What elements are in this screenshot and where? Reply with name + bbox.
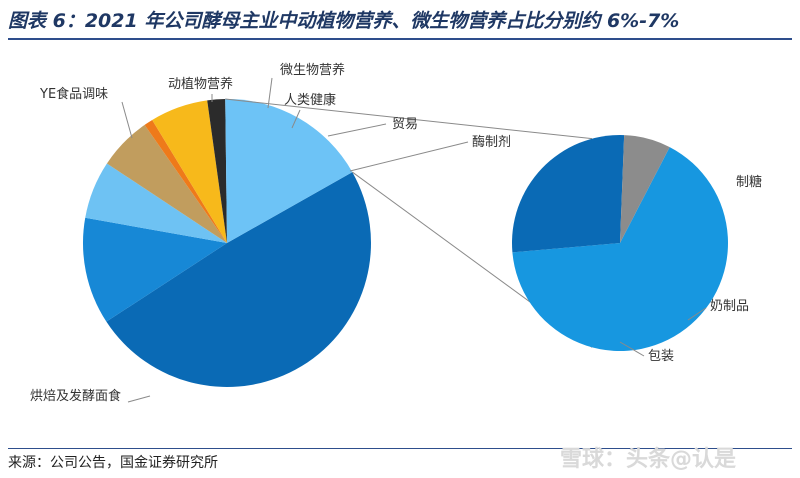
leader-lines bbox=[121, 77, 707, 403]
main-pie-slice-7 bbox=[225, 98, 353, 243]
chart-title: 图表 6：2021 年公司酵母主业中动植物营养、微生物营养占比分别约 6%-7% bbox=[8, 10, 680, 32]
main-pie-slice-1 bbox=[82, 217, 228, 322]
label-sugar: 制糖 bbox=[736, 174, 762, 190]
label-ye-seasoning: YE食品调味 bbox=[39, 86, 108, 102]
label-animal-plant-nutrition: 动植物营养 bbox=[168, 76, 233, 92]
source-note: 来源：公司公告，国金证券研究所 bbox=[8, 455, 218, 471]
label-baking: 烘焙及发酵面食 bbox=[30, 388, 121, 404]
title-divider bbox=[8, 38, 792, 40]
breakout-pie bbox=[511, 135, 728, 352]
leader-trade bbox=[327, 123, 387, 137]
pie-of-pie-chart: 烘焙及发酵面食 YE食品调味 动植物营养 微生物营养 人类健康 贸易 酶制剂 制… bbox=[30, 62, 762, 404]
label-enzyme: 酶制剂 bbox=[472, 134, 511, 150]
leader-microbial-nutrition bbox=[267, 77, 273, 109]
main-pie-slice-0 bbox=[106, 172, 371, 387]
main-pie-slice-5 bbox=[152, 100, 227, 243]
leader-dairy bbox=[687, 307, 707, 321]
main-pie-slice-6 bbox=[207, 99, 227, 243]
label-dairy: 奶制品 bbox=[710, 299, 749, 314]
label-microbial-nutrition: 微生物营养 bbox=[280, 62, 345, 78]
breakout-pie-slice-2 bbox=[620, 135, 670, 243]
leader-enzyme bbox=[349, 141, 469, 172]
slice-labels: 烘焙及发酵面食 YE食品调味 动植物营养 微生物营养 人类健康 贸易 酶制剂 制… bbox=[30, 62, 762, 404]
main-pie bbox=[82, 98, 371, 387]
main-pie-slice-3 bbox=[106, 124, 227, 243]
watermark: 雪球：头条@认是 bbox=[560, 447, 737, 472]
main-pie-slice-4 bbox=[144, 119, 227, 243]
connector-top bbox=[225, 98, 593, 140]
breakout-pie-slice-1 bbox=[511, 135, 625, 253]
label-human-health: 人类健康 bbox=[284, 92, 336, 108]
leader-human-health bbox=[291, 109, 301, 129]
leader-packaging bbox=[619, 341, 645, 357]
leader-ye-seasoning bbox=[121, 101, 133, 139]
main-pie-slice-2 bbox=[85, 163, 227, 243]
breakout-pie-slice-0 bbox=[512, 147, 728, 352]
label-packaging: 包装 bbox=[648, 349, 674, 364]
label-trade: 贸易 bbox=[392, 117, 418, 132]
leader-baking bbox=[127, 395, 151, 403]
footer-divider bbox=[8, 448, 792, 449]
